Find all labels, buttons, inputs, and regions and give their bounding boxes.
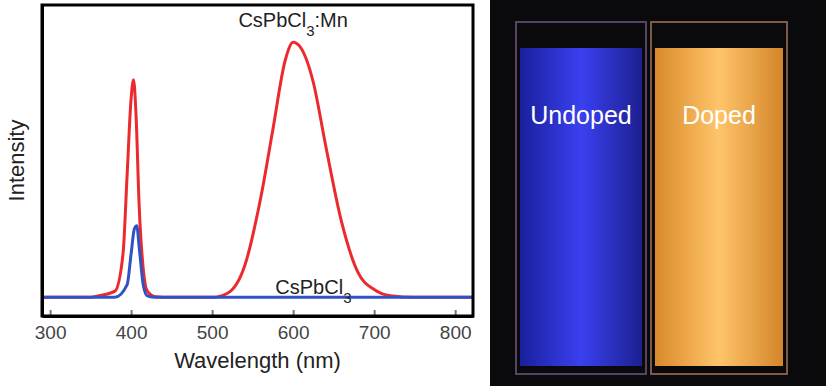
photo-label: Doped <box>682 101 756 129</box>
series-line <box>42 226 473 298</box>
figure: 300 400 500 600 700 800 Wavelength (nm) Intensi… <box>0 0 826 386</box>
x-tick-label: 800 <box>440 322 472 343</box>
photo: Undoped Doped <box>490 0 826 386</box>
y-axis-title: Intensity <box>4 120 29 202</box>
annotation: CsPbCl3:Mn <box>238 9 347 39</box>
photo-background <box>490 0 826 386</box>
cuvette <box>651 22 787 374</box>
x-tick-label: 400 <box>116 322 148 343</box>
plot-area <box>42 42 473 297</box>
cuvette-liquid <box>520 48 642 366</box>
x-tick-label: 300 <box>35 322 67 343</box>
cuvette <box>516 22 646 374</box>
x-tick-label: 700 <box>359 322 391 343</box>
photo-label: Undoped <box>530 101 631 129</box>
plot-frame <box>42 5 473 316</box>
x-tick-label: 600 <box>278 322 310 343</box>
annotation: CsPbCl3 <box>275 276 351 306</box>
cuvette-liquid <box>655 48 783 366</box>
x-axis-title: Wavelength (nm) <box>174 348 341 373</box>
x-tick-label: 500 <box>197 322 229 343</box>
series-line <box>42 42 473 297</box>
